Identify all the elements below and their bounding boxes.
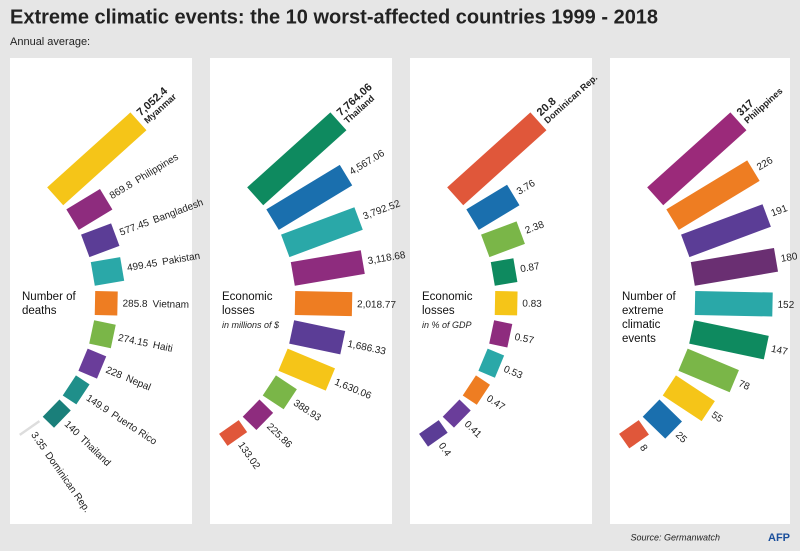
value-text: 0.87	[519, 261, 540, 275]
bar	[294, 291, 353, 317]
page-title: Extreme climatic events: the 10 worst-af…	[10, 6, 658, 28]
bar	[466, 184, 520, 230]
bar	[494, 291, 518, 316]
bar	[42, 399, 71, 428]
value-text: 180	[780, 251, 799, 265]
bar	[89, 320, 116, 349]
page-subtitle: Annual average:	[10, 36, 90, 48]
value-text: 499.45	[126, 258, 158, 274]
bar	[281, 207, 363, 258]
bar	[219, 420, 248, 446]
panel	[210, 58, 392, 524]
bar	[619, 420, 649, 449]
category-label: Vietnam	[152, 299, 189, 311]
bar	[262, 375, 297, 410]
bar	[290, 250, 365, 286]
bar	[447, 112, 547, 206]
value-label: 147	[770, 343, 789, 357]
value-label: 0.83	[522, 298, 542, 309]
value-text: 0.57	[514, 332, 536, 347]
panel	[610, 58, 790, 524]
bar	[678, 348, 739, 393]
bar	[490, 258, 518, 286]
bar	[19, 420, 41, 436]
bar	[81, 223, 120, 258]
value-text: 8	[637, 443, 649, 454]
bar	[289, 320, 346, 355]
value-label: 499.45 Pakistan	[126, 250, 201, 273]
bar	[647, 112, 747, 206]
value-text: 285.8	[122, 298, 148, 309]
bar	[481, 221, 525, 258]
source: Source: Germanwatch	[630, 532, 720, 542]
bar	[642, 399, 682, 439]
bar	[478, 348, 505, 378]
value-label: 285.8 Vietnam	[122, 298, 189, 310]
panel-subtitle: in millions of $	[222, 320, 280, 330]
logo: AFP	[768, 532, 790, 544]
value-label: 0.87	[519, 261, 540, 275]
bar	[247, 112, 347, 206]
bar	[278, 348, 336, 391]
panel	[10, 58, 192, 524]
bar	[242, 399, 274, 431]
value-text: 147	[770, 343, 789, 357]
bar	[94, 291, 118, 316]
bar	[690, 247, 779, 286]
value-text: 0.83	[522, 298, 542, 309]
bar	[78, 348, 107, 379]
panel-title: Economic losses	[222, 291, 273, 317]
value-label: 8	[637, 443, 649, 454]
value-label: 180	[780, 251, 799, 265]
value-text: 78	[737, 378, 752, 393]
bar	[419, 420, 448, 447]
bar	[666, 160, 760, 230]
bar	[442, 399, 471, 428]
value-text: 152	[777, 299, 794, 310]
bar	[90, 257, 125, 286]
panel-title: Number of deaths	[22, 291, 76, 317]
value-label: 2,018.77	[357, 299, 397, 311]
value-label: 152	[777, 299, 794, 310]
panel-title: Economic losses	[422, 291, 473, 317]
bar	[47, 112, 147, 206]
panel-title: Number of extreme climatic events	[622, 291, 676, 345]
value-text: 2,018.77	[357, 299, 397, 311]
bar	[66, 189, 113, 230]
category-label: Haiti	[152, 340, 174, 355]
bar	[662, 375, 715, 422]
value-label: 0.57	[514, 332, 536, 347]
value-label: 78	[737, 378, 752, 393]
bar	[62, 375, 90, 405]
panel-subtitle: in % of GDP	[422, 320, 472, 330]
bar	[689, 320, 769, 360]
bar	[266, 164, 353, 230]
bar	[462, 375, 490, 405]
bar	[681, 204, 771, 258]
bar	[694, 291, 773, 317]
bar	[489, 320, 513, 348]
panel	[410, 58, 592, 524]
